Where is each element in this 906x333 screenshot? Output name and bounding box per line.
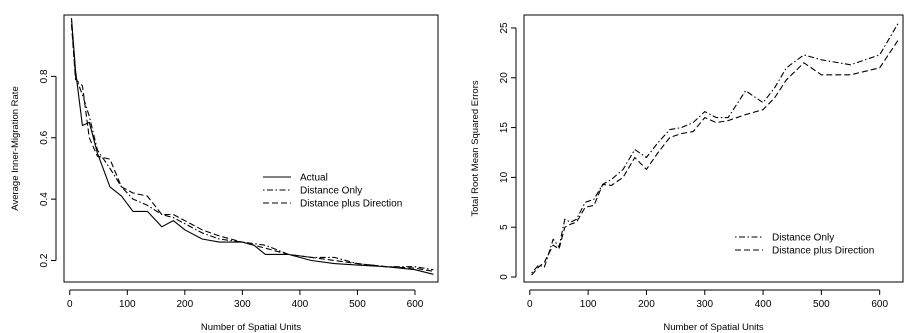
x-tick-label: 400 [755,299,772,310]
x-tick-label: 200 [638,299,655,310]
x-tick-label: 500 [813,299,830,310]
y-tick-label: 0.6 [39,130,50,144]
y-tick-label: 0 [499,274,510,280]
legend: Distance Only Distance plus Direction [735,233,874,257]
chart-panel-2: 0 100 200 300 400 500 600 0 5 10 15 20 25 Number of S… [470,14,904,333]
legend-label: Distance Only [300,186,362,197]
x-tick-label: 600 [871,299,888,310]
series-line-actual [70,18,434,275]
x-tick-label: 200 [176,299,193,310]
y-tick-label: 15 [499,122,510,134]
legend-label: Distance plus Direction [300,199,402,210]
x-axis-title: Number of Spatial Units [201,322,302,333]
x-tick-label: 400 [292,299,309,310]
y-tick-label: 10 [499,171,510,183]
y-axis-title: Total Root Mean Squared Errors [470,80,481,216]
x-tick-label: 0 [527,299,533,310]
y-tick-label: 5 [499,224,510,230]
legend-label: Actual [300,173,328,184]
plot-frame [523,14,904,283]
chart-panel-1: 0 100 200 300 400 500 600 0.2 0.4 0.6 0.8 Number of… [10,14,439,333]
series-line-distance-plus-direction [70,24,434,272]
x-tick-label: 600 [407,299,424,310]
y-axis-title: Average Inner-Migration Rate [10,86,21,210]
x-tick-label: 500 [349,299,366,310]
series-line-distance-only [70,21,434,271]
x-tick-label: 100 [580,299,597,310]
y-tick-label: 0.2 [39,253,50,267]
series-line-distance-plus-direction [531,39,899,276]
x-tick-label: 300 [234,299,251,310]
x-tick-label: 100 [119,299,136,310]
legend-label: Distance Only [772,233,834,244]
series-line-distance-only [531,22,899,274]
y-tick-label: 20 [499,72,510,84]
x-tick-label: 300 [696,299,713,310]
legend: Actual Distance Only Distance plus Directi… [263,173,402,210]
y-tick-label: 0.8 [39,69,50,83]
y-tick-label: 0.4 [39,192,50,206]
y-tick-label: 25 [499,22,510,34]
x-tick-label: 0 [67,299,73,310]
plot-frame [63,14,439,283]
x-axis-title: Number of Spatial Units [663,322,764,333]
legend-label: Distance plus Direction [772,246,874,257]
